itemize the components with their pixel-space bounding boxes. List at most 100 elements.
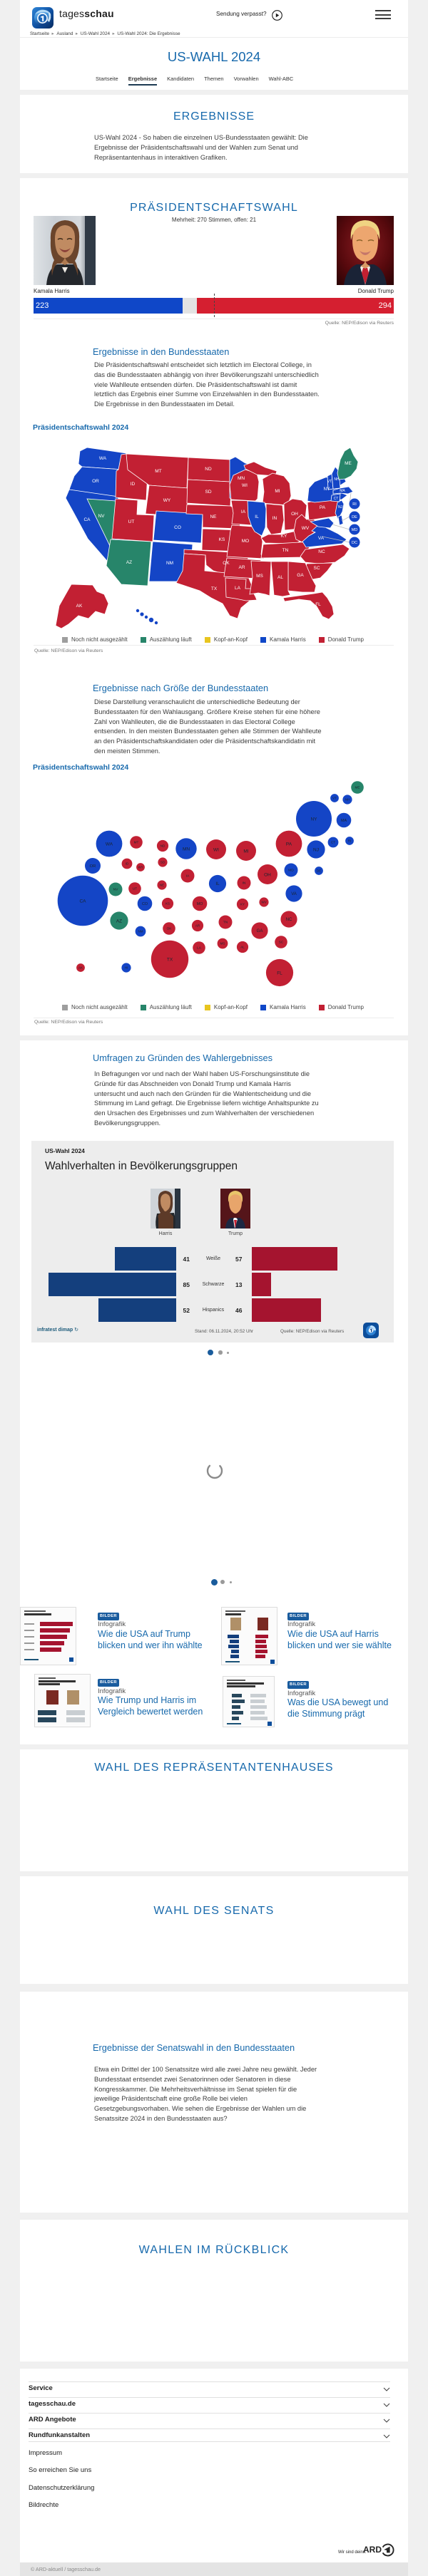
svg-text:ND: ND [205, 467, 212, 472]
svg-text:RI: RI [352, 502, 357, 507]
svg-text:TX: TX [211, 586, 218, 591]
svg-text:KY: KY [281, 534, 287, 539]
svg-text:NY: NY [310, 817, 317, 822]
svg-text:AL: AL [240, 946, 245, 949]
svg-text:DC: DC [352, 541, 357, 545]
svg-text:CT: CT [331, 841, 335, 844]
svg-text:UT: UT [128, 519, 135, 524]
svg-text:MD: MD [352, 528, 358, 532]
svg-text:WV: WV [261, 901, 266, 904]
svg-text:TN: TN [223, 921, 228, 925]
svg-text:IN: IN [243, 881, 246, 886]
svg-text:WY: WY [138, 866, 143, 869]
svg-text:AZ: AZ [116, 919, 122, 924]
svg-text:AL: AL [277, 575, 283, 580]
svg-text:OH: OH [291, 512, 298, 517]
svg-text:OR: OR [90, 864, 96, 869]
svg-text:NJ: NJ [338, 505, 343, 509]
svg-text:IN: IN [272, 516, 277, 521]
svg-text:NV: NV [98, 514, 105, 519]
svg-text:MS: MS [220, 942, 225, 946]
svg-text:IL: IL [215, 881, 220, 886]
svg-text:PA: PA [286, 842, 292, 847]
svg-text:MS: MS [256, 574, 263, 579]
svg-text:MO: MO [242, 539, 249, 544]
svg-text:SD: SD [160, 861, 165, 864]
svg-text:TX: TX [167, 957, 173, 962]
svg-text:NH: NH [334, 477, 340, 482]
svg-text:VA: VA [318, 536, 325, 541]
svg-text:MI: MI [243, 849, 248, 854]
svg-text:MA: MA [340, 489, 345, 493]
svg-text:VA: VA [291, 892, 297, 896]
svg-text:ID: ID [126, 862, 129, 866]
svg-text:ID: ID [131, 482, 136, 487]
svg-text:NY: NY [323, 487, 330, 492]
svg-text:WA: WA [106, 842, 113, 847]
svg-text:AR: AR [238, 565, 245, 570]
svg-text:FL: FL [315, 602, 321, 607]
svg-text:IA: IA [186, 874, 190, 879]
svg-text:NC: NC [318, 549, 325, 554]
svg-text:CA: CA [79, 899, 86, 904]
svg-text:NC: NC [286, 918, 292, 922]
svg-text:GA: GA [257, 929, 264, 933]
svg-text:OK: OK [167, 927, 173, 931]
svg-text:DE: DE [317, 869, 321, 873]
svg-text:AK: AK [76, 604, 83, 609]
svg-text:SC: SC [313, 566, 320, 571]
svg-text:WV: WV [302, 526, 310, 531]
svg-text:OR: OR [92, 479, 99, 484]
svg-text:WI: WI [213, 847, 219, 852]
svg-text:RI: RI [348, 839, 352, 843]
svg-text:MT: MT [155, 469, 161, 474]
svg-text:AK: AK [78, 966, 83, 970]
svg-text:IA: IA [241, 509, 246, 514]
svg-text:ME: ME [355, 786, 360, 790]
svg-text:MI: MI [275, 489, 280, 494]
svg-text:CT: CT [334, 497, 339, 501]
svg-text:IL: IL [255, 514, 259, 519]
svg-text:NE: NE [210, 514, 217, 519]
svg-text:ND: ND [160, 844, 165, 848]
svg-text:MN: MN [183, 847, 190, 852]
svg-text:SC: SC [279, 941, 284, 944]
svg-text:AZ: AZ [126, 560, 132, 565]
svg-text:NV: NV [113, 888, 119, 892]
svg-text:AR: AR [195, 924, 200, 928]
svg-text:PA: PA [320, 505, 326, 510]
svg-text:WA: WA [99, 456, 107, 461]
svg-text:LA: LA [235, 586, 241, 591]
svg-text:HI: HI [125, 966, 128, 970]
svg-text:GA: GA [297, 573, 304, 578]
svg-text:TN: TN [282, 548, 289, 553]
svg-text:CO: CO [174, 525, 181, 530]
svg-text:WY: WY [163, 498, 171, 503]
svg-text:OH: OH [264, 872, 271, 877]
svg-text:ME: ME [345, 461, 352, 466]
svg-text:NM: NM [138, 930, 143, 933]
svg-text:KS: KS [165, 902, 170, 906]
svg-text:FL: FL [277, 971, 282, 976]
svg-text:CA: CA [83, 517, 91, 522]
svg-text:WI: WI [242, 483, 248, 488]
svg-text:SD: SD [205, 490, 211, 495]
svg-text:MO: MO [197, 902, 203, 906]
svg-text:DE: DE [352, 515, 357, 519]
svg-text:KS: KS [219, 537, 225, 542]
svg-text:MD: MD [288, 869, 294, 873]
svg-text:NM: NM [166, 561, 173, 566]
svg-text:OK: OK [223, 561, 230, 566]
svg-text:MA: MA [341, 819, 347, 823]
svg-text:UT: UT [133, 887, 137, 891]
svg-text:NJ: NJ [313, 847, 319, 852]
svg-text:LA: LA [197, 946, 202, 950]
svg-text:NH: NH [345, 798, 350, 802]
svg-text:VT: VT [332, 797, 337, 800]
svg-text:KY: KY [240, 903, 245, 906]
svg-text:MT: MT [134, 841, 139, 844]
svg-text:NE: NE [160, 884, 164, 887]
svg-text:MN: MN [238, 476, 245, 481]
svg-text:VT: VT [327, 480, 332, 484]
svg-text:CO: CO [142, 902, 148, 906]
